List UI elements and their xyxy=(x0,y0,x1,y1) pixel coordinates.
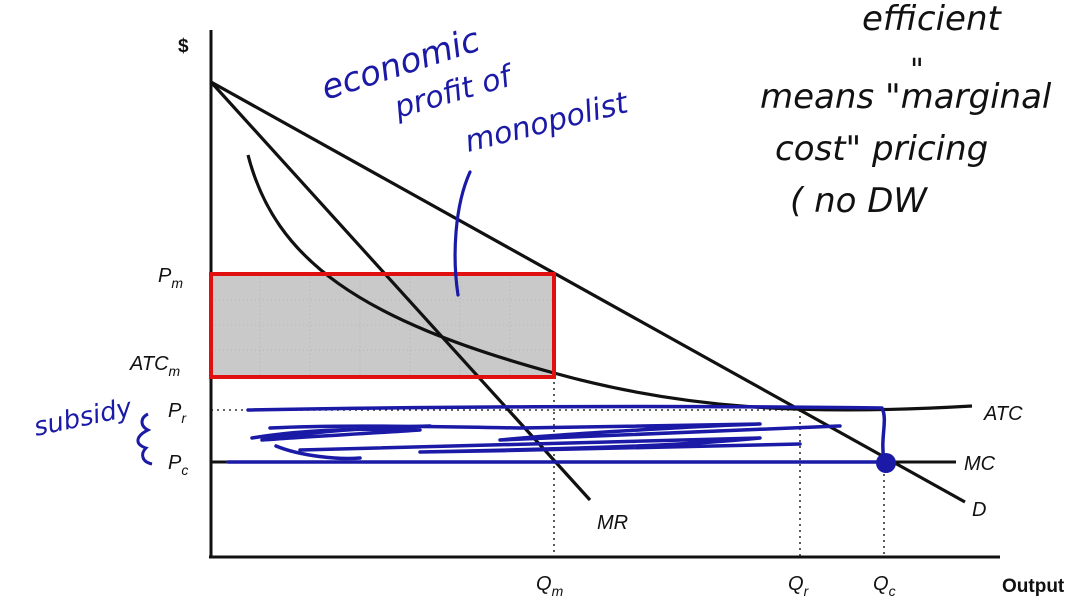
qc-label: Qc xyxy=(873,573,896,599)
profit-box-border xyxy=(209,272,556,379)
profit-annotation-arrow xyxy=(453,170,472,297)
qr-label: Qr xyxy=(788,573,810,599)
note-line3: means "marginal xyxy=(760,77,1052,117)
subsidy-annotation: subsidy xyxy=(31,393,135,443)
mr-curve xyxy=(209,80,592,502)
note-line2: " xyxy=(910,53,924,88)
subsidy-scribble xyxy=(226,404,887,464)
pr-label: Pr xyxy=(168,400,187,426)
guide-lines xyxy=(211,273,885,556)
x-axis-label: Output xyxy=(1002,576,1065,597)
subsidy-brace xyxy=(136,412,153,466)
qm-label: Qm xyxy=(536,573,564,599)
efficient-point-dot xyxy=(876,453,896,473)
profit-area xyxy=(211,274,554,377)
pc-label: Pc xyxy=(168,452,188,478)
atcm-label: ATCm xyxy=(129,353,181,379)
mr-curve-label: MR xyxy=(597,512,628,534)
atc-curve-label: ATC xyxy=(983,403,1023,425)
note-line4: cost" pricing xyxy=(775,129,988,169)
demand-curve xyxy=(210,80,966,504)
pm-label: Pm xyxy=(158,265,183,291)
y-axis-label: $ xyxy=(178,36,189,57)
note-line1: efficient xyxy=(862,0,1003,39)
note-line5: ( no DW xyxy=(790,181,928,221)
demand-curve-label: D xyxy=(972,499,986,521)
mc-curve-label: MC xyxy=(964,453,996,475)
